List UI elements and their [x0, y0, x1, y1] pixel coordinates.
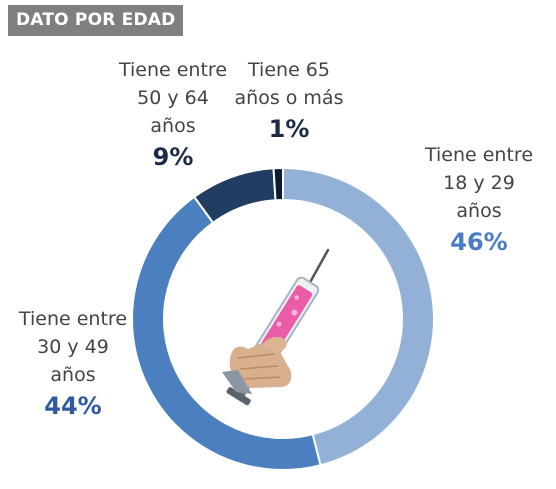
label-18-29: Tiene entre 18 y 29 años 46%: [414, 141, 544, 259]
slice-50-64: [192, 167, 277, 225]
pct-30-49: 44%: [44, 392, 102, 420]
syringe-hand-icon: [222, 248, 330, 406]
slice-18-29: [282, 166, 435, 467]
pct-50-64: 9%: [152, 143, 194, 171]
label-65-plus: Tiene 65 años o más 1%: [224, 56, 354, 146]
slice-65-plus: [272, 166, 284, 202]
chart-title: DATO POR EDAD: [8, 5, 184, 36]
label-30-49: Tiene entre 30 y 49 años 44%: [8, 305, 138, 423]
pct-18-29: 46%: [450, 228, 508, 256]
pct-65-plus: 1%: [268, 115, 310, 143]
donut-slices: [130, 166, 435, 471]
label-50-64: Tiene entre 50 y 64 años 9%: [108, 56, 238, 174]
